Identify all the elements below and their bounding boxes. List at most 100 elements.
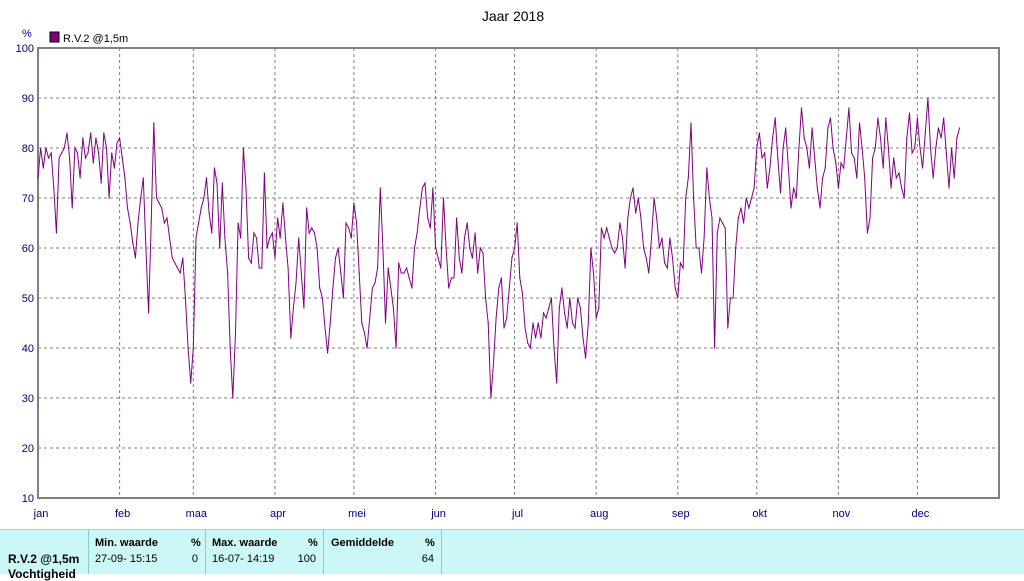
data-point [411, 287, 413, 289]
data-point [84, 157, 86, 159]
data-point [158, 202, 160, 204]
data-point [500, 277, 502, 279]
data-point [253, 232, 255, 234]
data-point [585, 357, 587, 359]
data-point [437, 257, 439, 259]
data-point [798, 147, 800, 149]
data-point [650, 237, 653, 239]
data-point [474, 232, 476, 234]
x-tick-label: feb [115, 508, 130, 520]
data-point [82, 137, 84, 139]
data-point [292, 307, 294, 309]
chart-title: Jaar 2018 [482, 8, 544, 24]
data-point [764, 152, 766, 154]
data-point [737, 217, 739, 219]
data-point [442, 197, 445, 199]
data-point [435, 247, 437, 249]
data-point [858, 122, 861, 124]
data-point [832, 147, 834, 149]
data-point [248, 257, 250, 259]
data-point [324, 327, 326, 329]
data-point [174, 262, 176, 264]
data-point [482, 252, 484, 254]
data-point [714, 347, 716, 349]
data-point [413, 247, 416, 249]
data-point [277, 217, 279, 219]
data-point [284, 237, 287, 239]
data-point [445, 247, 447, 249]
min-value: 0 [191, 553, 198, 565]
data-point [916, 117, 919, 119]
data-point [458, 257, 460, 259]
data-point [116, 142, 118, 144]
data-point [882, 167, 884, 169]
data-point [182, 257, 184, 259]
data-point [47, 157, 50, 159]
data-point [772, 137, 774, 139]
y-axis-unit: % [22, 28, 32, 40]
data-point [853, 157, 855, 159]
data-point [387, 267, 389, 269]
data-point [919, 147, 921, 149]
data-point [498, 287, 500, 289]
data-point [71, 207, 73, 209]
data-point [951, 147, 953, 149]
data-point [769, 167, 771, 169]
data-point [203, 197, 205, 199]
data-point [758, 132, 761, 134]
y-tick-label: 50 [22, 293, 34, 305]
data-point [287, 267, 289, 269]
data-point [766, 187, 768, 189]
y-tick-labels: 10 20 30 40 50 60 70 80 90 100 [16, 43, 34, 505]
data-point [843, 167, 845, 169]
stats-min-cell: Min. waarde % 27-09- 15:15 0 [89, 530, 206, 574]
data-point [463, 237, 466, 239]
data-point [145, 247, 147, 249]
data-point [213, 167, 215, 169]
data-point [574, 327, 576, 329]
x-tick-label: sep [672, 508, 690, 520]
data-point [98, 152, 100, 154]
data-point [471, 257, 473, 259]
data-point [345, 222, 347, 224]
data-point [121, 157, 123, 159]
data-point [171, 257, 173, 259]
data-point [887, 147, 890, 149]
data-point [298, 237, 300, 239]
data-point [666, 267, 668, 269]
data-point [914, 147, 916, 149]
data-point [366, 347, 368, 349]
y-tick-label: 80 [22, 143, 34, 155]
data-point [492, 362, 495, 364]
data-point [229, 347, 231, 349]
data-point [537, 322, 539, 324]
data-point [864, 177, 866, 179]
x-tick-label: nov [833, 508, 851, 520]
min-header: Min. waarde [95, 537, 158, 549]
data-point [616, 247, 618, 249]
data-point [58, 157, 60, 159]
data-point [614, 252, 616, 254]
data-point [113, 167, 115, 169]
data-point [427, 217, 429, 219]
data-point [406, 267, 408, 269]
data-point [816, 187, 818, 189]
data-point [542, 312, 545, 314]
data-point [890, 187, 892, 189]
data-point [148, 312, 150, 314]
data-point [124, 177, 126, 179]
data-point [382, 247, 384, 249]
data-point [632, 187, 634, 189]
data-point [308, 232, 310, 234]
stats-max-cell: Max. waarde % 16-07- 14:19 100 [206, 530, 324, 574]
data-point [211, 232, 213, 234]
data-point [545, 317, 547, 319]
data-point [63, 147, 65, 149]
data-point [258, 267, 260, 269]
avg-header: Gemiddelde [331, 537, 394, 549]
data-point [337, 247, 339, 249]
data-point [377, 267, 379, 269]
data-point [227, 272, 229, 274]
data-point [514, 247, 516, 249]
data-point [566, 327, 568, 329]
